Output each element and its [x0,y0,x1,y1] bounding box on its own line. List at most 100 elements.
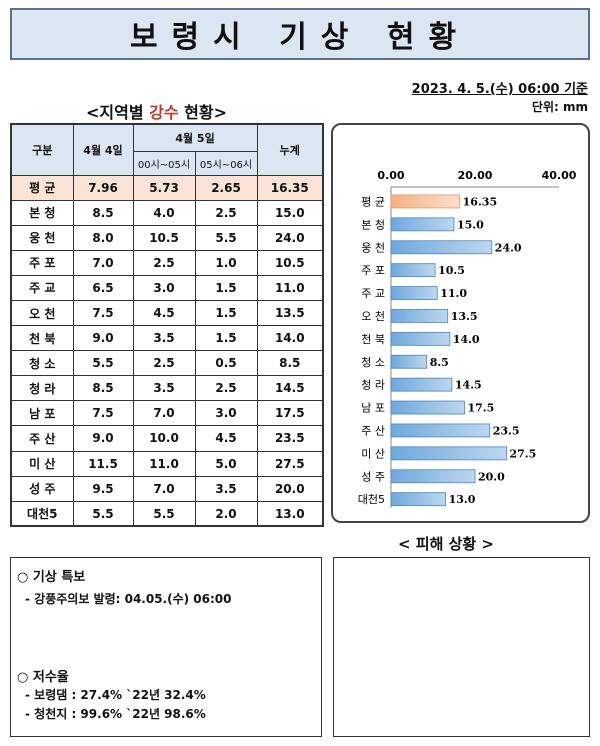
cell-h1: 2.5 [132,350,196,377]
cell-h1: 5.73 [132,174,196,201]
bar [390,240,493,255]
bar [390,423,491,438]
cell-name: 남 포 [10,400,74,427]
cell-h1: 3.0 [132,274,196,301]
category-label: 청 라 [361,379,385,392]
bar [390,309,449,323]
category-label: 청 소 [361,356,385,369]
category-label: 주 교 [361,287,385,300]
data-label: 14.0 [453,333,480,346]
cell-h1: 3.5 [132,325,196,352]
cell-name: 주 산 [10,425,74,452]
data-label: 24.0 [495,241,522,254]
cell-total: 14.0 [256,325,324,352]
cell-h2: 5.5 [194,224,258,251]
cell-h2: 1.5 [194,274,258,301]
cell-h2: 2.5 [194,375,258,402]
cell-h2: 1.0 [194,249,258,276]
date-line: 2023. 4. 5.(수) 06:00 기준 [411,82,588,97]
cell-h1: 11.0 [132,450,196,477]
cell-d4: 7.5 [72,299,134,327]
table-row: 미 산 11.5 11.0 5.0 27.5 [10,450,324,477]
cell-h1: 2.5 [132,249,196,276]
header-hour2: 05시~06시 [194,150,258,176]
category-label: 웅 천 [361,240,385,254]
cell-h2: 2.0 [194,500,258,527]
cell-h1: 3.5 [132,375,196,402]
cell-d4: 6.5 [72,274,134,301]
header-region: 구분 [10,123,74,176]
page-title: 보령시 기상 현황 [10,8,590,60]
data-label: 20.0 [478,470,505,483]
table-row: 남 포 7.5 7.0 3.0 17.5 [10,400,324,427]
category-label: 본 청 [361,218,385,231]
x-tick-label: 0.00 [377,169,404,182]
cell-name: 웅 천 [10,224,74,251]
category-label: 대천5 [358,492,385,506]
category-label: 평 균 [361,195,385,208]
damage-title: < 피해 상황 > [398,535,495,553]
bar [390,469,476,484]
bar [390,331,451,346]
cell-h2: 3.0 [194,400,258,427]
unit-label: 단위: mm [531,100,588,114]
cell-d4: 11.5 [72,450,134,477]
cell-total: 10.5 [256,249,324,276]
cell-name: 대천5 [10,500,74,527]
cell-total: 14.5 [256,375,324,402]
cell-h2: 5.0 [194,450,258,477]
data-label: 23.5 [493,424,520,437]
cell-d4: 9.0 [72,325,134,352]
x-tick-label: 40.00 [542,169,577,182]
cell-d4: 9.0 [72,425,134,452]
cell-h2: 3.5 [194,475,258,502]
header-apr5: 4월 5일 [132,123,258,152]
cell-name: 주 포 [10,249,74,276]
table-row: 천 북 9.0 3.5 1.5 14.0 [10,325,324,352]
cell-total: 27.5 [256,450,324,477]
data-label: 27.5 [510,447,537,460]
rain-title-suffix: 현황> [178,103,228,122]
cell-total: 24.0 [256,224,324,251]
cell-name: 평 균 [10,174,74,201]
bar [390,354,428,369]
table-row: 청 라 8.5 3.5 2.5 14.5 [10,375,324,402]
bar [390,217,455,232]
cell-total: 15.0 [256,199,324,226]
bar [390,263,436,278]
table-row: 본 청 8.5 4.0 2.5 15.0 [10,199,324,226]
cell-total: 16.35 [256,174,324,201]
x-tick-label: 20.00 [458,169,493,182]
cell-d4: 9.5 [72,475,134,502]
cell-total: 11.0 [256,274,324,301]
cell-h1: 5.5 [132,500,196,527]
header-apr4: 4월 4일 [72,123,134,176]
category-label: 남 포 [361,402,385,415]
rain-section-title: <지역별 강수 현황> [86,99,227,123]
cell-h2: 4.5 [194,425,258,452]
category-label: 천 북 [361,332,385,346]
category-label: 미 산 [361,447,385,460]
category-label: 주 산 [361,424,385,437]
reservoir-heading: ○ 저수율 [17,670,69,685]
cell-h1: 4.5 [132,299,196,327]
weather-heading: ○ 기상 특보 [17,570,86,585]
cell-d4: 8.5 [72,199,134,226]
data-label: 10.5 [438,264,465,277]
rainfall-chart: 0.00 20.00 40.00 16.35 평 균 15.0 본 청 24.0 웅 천 10.5… [331,123,590,523]
cell-total: 8.5 [256,350,324,377]
table-row: 주 교 6.5 3.0 1.5 11.0 [10,274,324,301]
cell-d4: 8.0 [72,224,134,251]
weather-item: - 강풍주의보 발령: 04.05.(수) 06:00 [25,592,232,606]
data-label: 16.35 [463,195,497,208]
table-row: 청 소 5.5 2.5 0.5 8.5 [10,350,324,377]
cell-d4: 7.5 [72,400,134,427]
table-row: 성 주 9.5 7.0 3.5 20.0 [10,475,324,502]
table-row: 주 산 9.0 10.0 4.5 23.5 [10,425,324,452]
category-label: 성 주 [361,470,385,483]
cell-total: 23.5 [256,425,324,452]
header-total: 누계 [256,123,324,176]
data-label: 13.5 [451,310,478,323]
cell-h1: 7.0 [132,475,196,502]
data-label: 11.0 [440,287,467,300]
